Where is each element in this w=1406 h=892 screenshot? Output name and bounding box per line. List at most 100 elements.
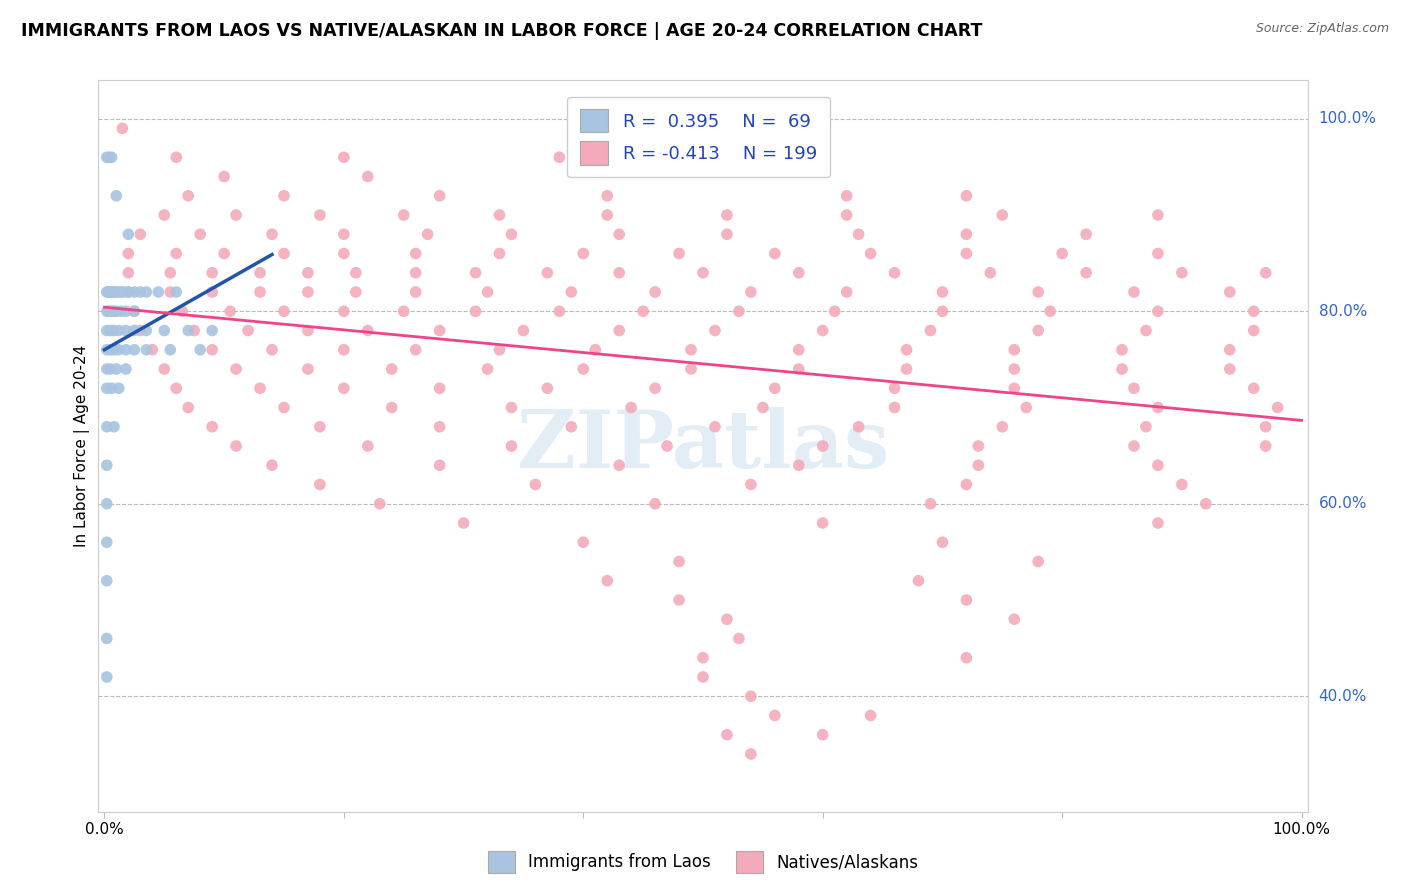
Point — [668, 593, 690, 607]
Point — [344, 266, 367, 280]
Point — [124, 343, 146, 357]
Point — [124, 304, 146, 318]
Text: 100.0%: 100.0% — [1319, 112, 1376, 127]
Point — [1135, 419, 1157, 434]
Point — [135, 343, 157, 357]
Point — [105, 362, 128, 376]
Point — [1147, 516, 1170, 530]
Point — [188, 227, 211, 242]
Point — [716, 208, 738, 222]
Point — [1123, 381, 1146, 395]
Point — [101, 285, 124, 299]
Point — [787, 458, 810, 473]
Point — [631, 304, 654, 318]
Legend: R =  0.395    N =  69, R = -0.413    N = 199: R = 0.395 N = 69, R = -0.413 N = 199 — [567, 96, 830, 178]
Point — [1123, 439, 1146, 453]
Point — [236, 324, 259, 338]
Point — [740, 477, 762, 491]
Point — [787, 343, 810, 357]
Point — [1002, 381, 1025, 395]
Point — [1026, 554, 1049, 568]
Point — [1026, 324, 1049, 338]
Point — [110, 285, 132, 299]
Point — [297, 324, 319, 338]
Point — [896, 343, 918, 357]
Point — [811, 516, 834, 530]
Point — [107, 381, 129, 395]
Point — [96, 304, 118, 318]
Point — [96, 419, 118, 434]
Point — [896, 362, 918, 376]
Point — [835, 188, 858, 202]
Point — [105, 285, 128, 299]
Point — [172, 304, 194, 318]
Point — [98, 150, 121, 164]
Point — [955, 188, 977, 202]
Point — [596, 574, 619, 588]
Point — [429, 419, 451, 434]
Point — [124, 324, 146, 338]
Point — [1254, 266, 1277, 280]
Point — [596, 188, 619, 202]
Point — [96, 632, 118, 646]
Point — [357, 324, 380, 338]
Point — [859, 708, 882, 723]
Point — [991, 419, 1014, 434]
Point — [96, 285, 118, 299]
Point — [596, 208, 619, 222]
Point — [1171, 477, 1194, 491]
Text: Source: ZipAtlas.com: Source: ZipAtlas.com — [1256, 22, 1389, 36]
Point — [96, 324, 118, 338]
Point — [524, 477, 547, 491]
Point — [103, 343, 125, 357]
Point — [692, 650, 714, 665]
Point — [811, 728, 834, 742]
Point — [787, 362, 810, 376]
Point — [333, 381, 356, 395]
Point — [100, 324, 122, 338]
Point — [96, 381, 118, 395]
Point — [512, 324, 534, 338]
Point — [124, 285, 146, 299]
Point — [920, 324, 942, 338]
Text: ZIPatlas: ZIPatlas — [517, 407, 889, 485]
Point — [955, 227, 977, 242]
Point — [883, 381, 905, 395]
Point — [488, 208, 510, 222]
Point — [97, 285, 120, 299]
Point — [931, 304, 953, 318]
Point — [297, 285, 319, 299]
Point — [1147, 458, 1170, 473]
Point — [859, 246, 882, 260]
Point — [835, 208, 858, 222]
Text: 40.0%: 40.0% — [1319, 689, 1367, 704]
Point — [100, 285, 122, 299]
Point — [405, 266, 427, 280]
Point — [572, 246, 595, 260]
Point — [212, 246, 235, 260]
Point — [583, 343, 606, 357]
Point — [501, 439, 523, 453]
Point — [488, 246, 510, 260]
Point — [728, 632, 751, 646]
Point — [560, 419, 582, 434]
Point — [100, 362, 122, 376]
Point — [488, 343, 510, 357]
Point — [1267, 401, 1289, 415]
Point — [429, 458, 451, 473]
Point — [309, 419, 332, 434]
Point — [129, 324, 152, 338]
Point — [225, 439, 247, 453]
Point — [111, 121, 134, 136]
Point — [117, 266, 139, 280]
Point — [98, 304, 121, 318]
Point — [309, 208, 332, 222]
Point — [392, 304, 415, 318]
Point — [117, 285, 139, 299]
Point — [1243, 324, 1265, 338]
Point — [907, 574, 929, 588]
Point — [883, 401, 905, 415]
Point — [392, 208, 415, 222]
Point — [1026, 285, 1049, 299]
Point — [811, 439, 834, 453]
